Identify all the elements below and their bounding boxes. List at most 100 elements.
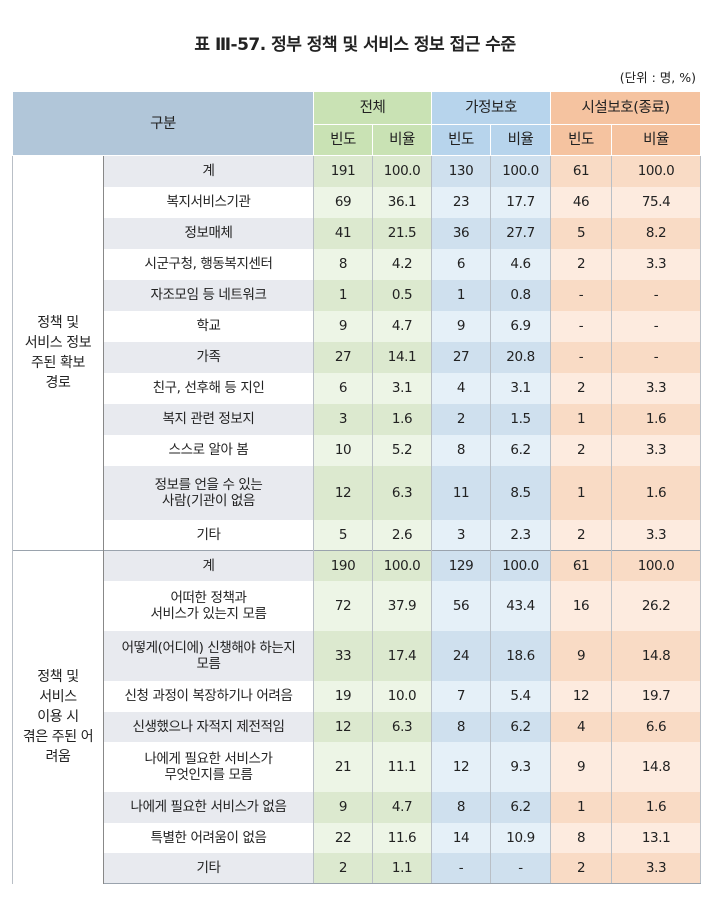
ratio-cell: 11.1	[372, 742, 433, 792]
table-row: 정보를 언을 수 있는 사람(기관이 없음 12 6.3 11 8.5 1 1.6	[13, 465, 702, 520]
table-row: 특별한 어려움이 없음 22 11.6 14 10.9 8 13.1	[13, 822, 702, 853]
frequency-cell: 61	[550, 550, 613, 581]
ratio-cell: -	[611, 310, 702, 342]
ratio-cell: 4.7	[372, 310, 433, 342]
ratio-cell: 17.4	[372, 631, 433, 681]
row-label: 정보매체	[102, 217, 315, 249]
row-label: 스스로 알아 봄	[102, 434, 315, 466]
ratio-cell: 20.8	[490, 341, 552, 373]
frequency-cell: 9	[550, 742, 613, 792]
ratio-cell: 4.6	[490, 248, 552, 280]
ratio-cell: 1.6	[611, 792, 702, 823]
ratio-cell: 3.1	[490, 372, 552, 404]
ratio-cell: 36.1	[372, 186, 433, 218]
header-ratio: 비율	[372, 124, 433, 156]
ratio-cell: 100.0	[490, 155, 552, 187]
table-row: 친구, 선후해 등 지인 6 3.1 4 3.1 2 3.3	[13, 372, 702, 404]
frequency-cell: 2	[550, 248, 613, 280]
frequency-cell: 69	[313, 186, 374, 218]
table-row: 가족 27 14.1 27 20.8- -	[13, 341, 702, 373]
frequency-cell: 61	[550, 155, 613, 187]
ratio-cell: 18.6	[490, 631, 552, 681]
ratio-cell: 6.9	[490, 310, 552, 342]
row-label: 신생했으나 자적지 제전적임	[102, 711, 315, 742]
section-label: 정책 및 서비스 이용 시 겪은 주된 어 려움	[12, 550, 104, 884]
ratio-cell: 37.9	[372, 581, 433, 631]
ratio-cell: -	[611, 341, 702, 373]
frequency-cell: 191	[313, 155, 374, 187]
ratio-cell: 6.3	[372, 465, 433, 520]
row-label: 자조모임 등 네트워크	[102, 279, 315, 311]
frequency-cell: 22	[313, 822, 374, 853]
table-row: 어떠한 정책과 서비스가 있는지 모름 72 37.9 56 43.4 16 26.2	[13, 581, 702, 631]
ratio-cell: 1.6	[372, 403, 433, 435]
table-title: 표 Ⅲ-57. 정부 정책 및 서비스 정보 접근 수준	[194, 35, 516, 55]
ratio-cell: 11.6	[372, 822, 433, 853]
frequency-cell: 6	[313, 372, 374, 404]
row-label: 계	[102, 155, 315, 187]
frequency-cell: 1	[550, 465, 613, 520]
frequency-cell: 12	[313, 465, 374, 520]
ratio-cell: 100.0	[372, 155, 433, 187]
ratio-cell: 27.7	[490, 217, 552, 249]
header-freq: 빈도	[550, 124, 613, 156]
frequency-cell: 12	[550, 681, 613, 712]
frequency-cell: 5	[550, 217, 613, 249]
frequency-cell: 190	[313, 550, 374, 581]
unit-note: (단위 : 명, %)	[619, 70, 696, 85]
frequency-cell: 8	[431, 711, 492, 742]
ratio-cell: 6.2	[490, 434, 552, 466]
table-row: 신청 과정이 복장하기나 어려음 19 10.0 7 5.4 12 19.7	[13, 681, 702, 712]
ratio-cell: 14.1	[372, 341, 433, 373]
ratio-cell: 2.6	[372, 519, 433, 551]
frequency-cell: -	[550, 279, 613, 311]
frequency-cell: 21	[313, 742, 374, 792]
frequency-cell: 1	[313, 279, 374, 311]
ratio-cell: 3.3	[611, 248, 702, 280]
row-label: 나에게 필요한 서비스가 없음	[102, 792, 315, 823]
table-row: 시군구청, 행동복지센터 8 4.2 6 4.6 2 3.3	[13, 248, 702, 280]
frequency-cell: -	[431, 853, 492, 884]
ratio-cell: 1.1	[372, 853, 433, 884]
ratio-cell: -	[490, 853, 552, 884]
row-label: 가족	[102, 341, 315, 373]
ratio-cell: 100.0	[490, 550, 552, 581]
header-facility: 시설보호(종료)	[550, 91, 702, 125]
ratio-cell: 4.2	[372, 248, 433, 280]
header-category: 구분	[11, 91, 315, 156]
frequency-cell: 12	[313, 711, 374, 742]
table-row: 복지 관련 정보지 3 1.6 2 1.5 1 1.6	[13, 403, 702, 435]
ratio-cell: 100.0	[611, 155, 702, 187]
frequency-cell: 2	[550, 519, 613, 551]
frequency-cell: 14	[431, 822, 492, 853]
frequency-cell: 2	[313, 853, 374, 884]
frequency-cell: 33	[313, 631, 374, 681]
ratio-cell: 17.7	[490, 186, 552, 218]
table-row: 신생했으나 자적지 제전적임 12 6.3 8 6.2 4 6.6	[13, 711, 702, 742]
table-row: 복지서비스기관 69 36.1 23 17.7 46 75.4	[13, 186, 702, 218]
ratio-cell: 1.5	[490, 403, 552, 435]
frequency-cell: 1	[550, 403, 613, 435]
ratio-cell: 13.1	[611, 822, 702, 853]
header-home: 가정보호	[431, 91, 552, 125]
row-label: 복지 관련 정보지	[102, 403, 315, 435]
section-label: 정책 및 서비스 정보 주된 확보 경로	[12, 155, 104, 551]
ratio-cell: 100.0	[372, 550, 433, 581]
ratio-cell: 1.6	[611, 465, 702, 520]
ratio-cell: 3.3	[611, 434, 702, 466]
frequency-cell: 16	[550, 581, 613, 631]
ratio-cell: 3.3	[611, 519, 702, 551]
frequency-cell: 2	[550, 372, 613, 404]
frequency-cell: 5	[313, 519, 374, 551]
ratio-cell: 3.1	[372, 372, 433, 404]
frequency-cell: 4	[550, 711, 613, 742]
header-freq: 빈도	[313, 124, 374, 156]
ratio-cell: 6.3	[372, 711, 433, 742]
header-freq: 빈도	[431, 124, 492, 156]
row-label: 학교	[102, 310, 315, 342]
frequency-cell: 1	[550, 792, 613, 823]
ratio-cell: 26.2	[611, 581, 702, 631]
ratio-cell: 100.0	[611, 550, 702, 581]
frequency-cell: 56	[431, 581, 492, 631]
table-row: 기타 2 1.1- -2 3.3	[13, 853, 702, 884]
